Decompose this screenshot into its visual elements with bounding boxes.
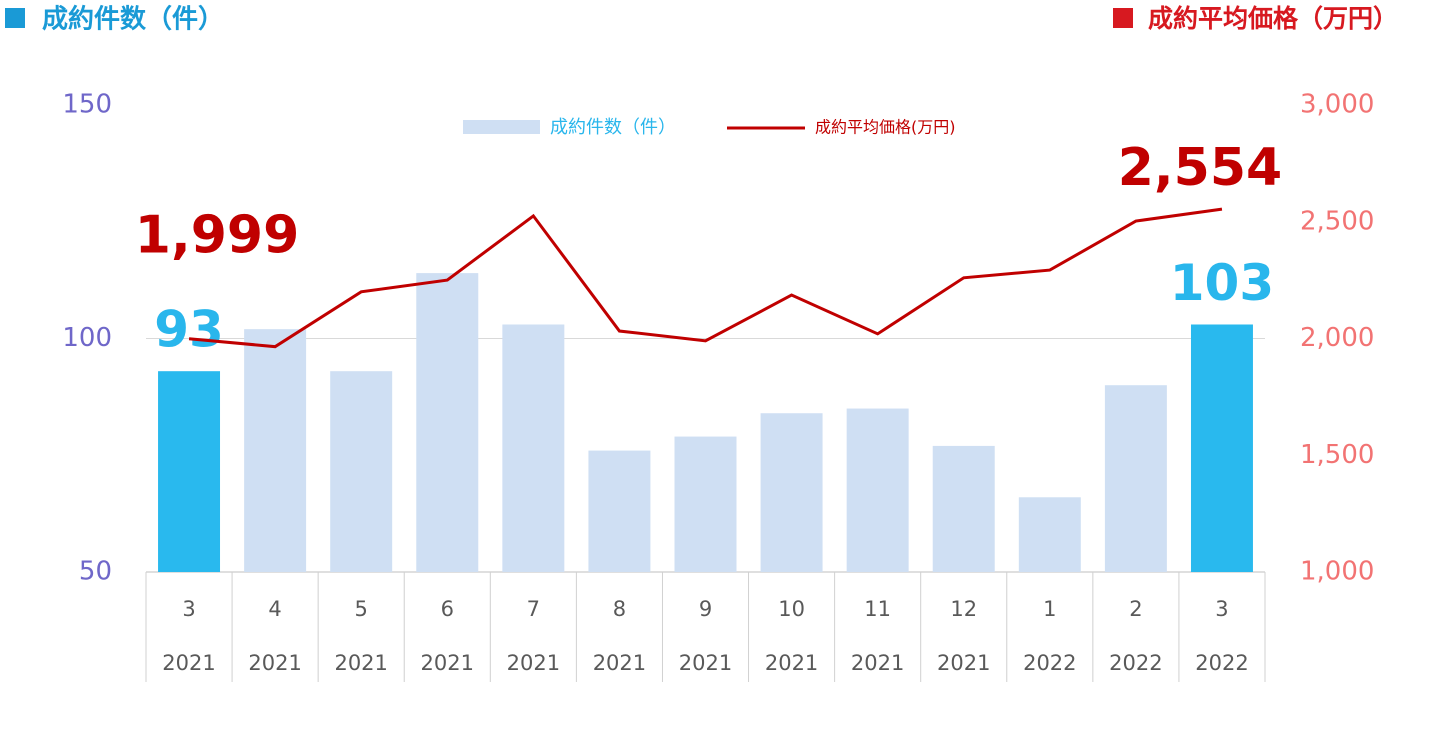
legend-label: 成約平均価格(万円) xyxy=(815,118,956,137)
x-tick-year: 2021 xyxy=(421,651,474,675)
left-heading: 成約件数（件） xyxy=(42,4,224,35)
data-label: 1,999 xyxy=(135,206,299,266)
legend-label: 成約件数（件） xyxy=(550,117,676,138)
x-tick-year: 2021 xyxy=(679,651,732,675)
x-tick-label: 3 xyxy=(182,597,195,621)
heading-marker xyxy=(5,8,25,28)
bar xyxy=(502,324,565,572)
x-tick-year: 2021 xyxy=(507,651,560,675)
bar xyxy=(1104,385,1167,572)
bar xyxy=(330,371,393,572)
x-tick-year: 2021 xyxy=(765,651,818,675)
y-tick-label: 50 xyxy=(79,557,112,587)
x-tick-year: 2021 xyxy=(593,651,646,675)
x-tick-year: 2021 xyxy=(334,651,387,675)
y2-tick-label: 1,000 xyxy=(1300,557,1374,587)
x-tick-label: 1 xyxy=(1043,597,1056,621)
x-tick-year: 2021 xyxy=(248,651,301,675)
bar xyxy=(158,371,221,572)
bar xyxy=(760,413,823,572)
y2-tick-label: 3,000 xyxy=(1300,90,1374,120)
data-label: 103 xyxy=(1170,254,1274,312)
bar xyxy=(244,329,307,572)
x-tick-label: 12 xyxy=(950,597,977,621)
bar xyxy=(932,445,995,572)
legend-swatch xyxy=(463,120,540,134)
x-tick-label: 6 xyxy=(441,597,454,621)
bar xyxy=(1018,497,1081,572)
line xyxy=(188,207,1223,349)
bar xyxy=(416,273,479,572)
y-tick-label: 100 xyxy=(62,323,112,353)
x-tick-year: 2021 xyxy=(162,651,215,675)
x-tick-label: 11 xyxy=(864,597,891,621)
x-tick-year: 2021 xyxy=(851,651,904,675)
x-tick-label: 8 xyxy=(613,597,626,621)
y2-tick-label: 2,000 xyxy=(1300,323,1374,353)
bar xyxy=(1190,324,1253,572)
bar xyxy=(588,450,651,572)
x-tick-label: 2 xyxy=(1129,597,1142,621)
heading-marker xyxy=(1113,8,1133,28)
x-tick-label: 9 xyxy=(699,597,712,621)
x-tick-year: 2021 xyxy=(937,651,990,675)
bar xyxy=(846,408,909,572)
x-tick-year: 2022 xyxy=(1195,651,1248,675)
y2-tick-label: 2,500 xyxy=(1300,206,1374,236)
x-tick-label: 5 xyxy=(355,597,368,621)
x-tick-year: 2022 xyxy=(1109,651,1162,675)
y-tick-label: 150 xyxy=(62,90,112,120)
bar xyxy=(674,436,737,572)
x-tick-label: 10 xyxy=(778,597,805,621)
data-label: 93 xyxy=(154,301,224,359)
x-tick-label: 3 xyxy=(1215,597,1228,621)
x-tick-label: 4 xyxy=(268,597,281,621)
data-label: 2,554 xyxy=(1118,138,1282,198)
right-heading: 成約平均価格（万円） xyxy=(1148,4,1398,33)
y2-tick-label: 1,500 xyxy=(1300,440,1374,470)
x-tick-year: 2022 xyxy=(1023,651,1076,675)
x-tick-label: 7 xyxy=(527,597,540,621)
